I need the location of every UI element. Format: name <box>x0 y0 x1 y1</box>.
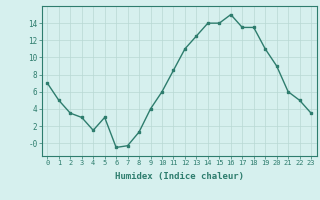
X-axis label: Humidex (Indice chaleur): Humidex (Indice chaleur) <box>115 172 244 181</box>
